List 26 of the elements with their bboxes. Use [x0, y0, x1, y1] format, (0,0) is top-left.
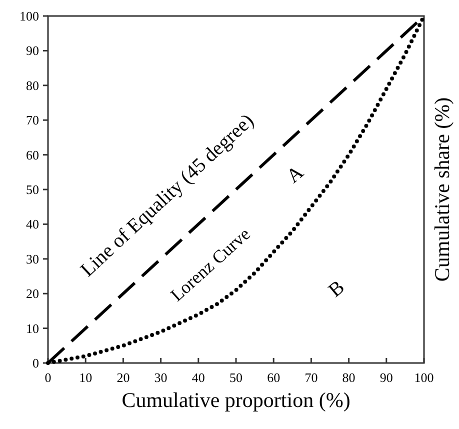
y-tick-label: 70: [26, 112, 39, 128]
x-tick-label: 10: [79, 370, 92, 385]
x-tick-label: 30: [154, 370, 168, 385]
x-tick-label: 0: [44, 370, 52, 385]
x-tick-label: 70: [304, 370, 318, 385]
x-tick-label: 90: [380, 370, 393, 385]
x-tick-label: 100: [414, 370, 434, 385]
y-tick-label: 40: [26, 216, 39, 232]
x-tick-label: 40: [192, 370, 205, 385]
y-tick-label: 20: [26, 286, 39, 302]
x-tick-label: 20: [116, 370, 130, 385]
y-tick-label: 90: [26, 43, 39, 58]
x-tick-label: 50: [230, 370, 242, 385]
y-tick-label: 0: [32, 356, 39, 370]
y-tick-label: 30: [26, 251, 39, 266]
x-axis-title: Cumulative proportion (%): [122, 388, 350, 412]
y-tick-label: 100: [20, 8, 39, 24]
x-tick-label: 80: [342, 370, 356, 385]
y-axis-title: Cumulative share (%): [430, 97, 454, 282]
y-tick-label: 80: [26, 78, 39, 93]
annotation: A: [282, 161, 308, 188]
y-tick-label: 60: [26, 147, 39, 162]
y-tick-label: 10: [26, 320, 39, 336]
y-tick-label: 50: [26, 182, 39, 197]
x-tick-label: 60: [267, 370, 280, 385]
annotation: B: [324, 276, 349, 302]
